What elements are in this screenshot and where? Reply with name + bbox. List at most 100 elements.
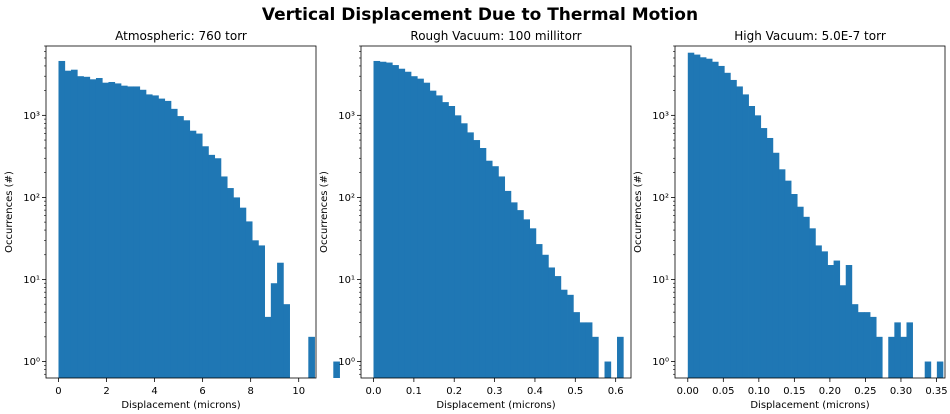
histogram-bar — [560, 289, 568, 378]
histogram-bar — [617, 336, 624, 378]
x-tick-label: 0.15 — [783, 386, 805, 397]
histogram-bar — [77, 76, 84, 378]
histogram-bar — [827, 265, 834, 378]
histogram-bar — [815, 245, 822, 378]
histogram-bar — [567, 294, 574, 378]
histogram-bar — [333, 361, 340, 378]
histogram-bar — [245, 221, 253, 378]
histogram-bar — [687, 52, 695, 378]
histogram-bar — [277, 262, 284, 378]
histogram-bar — [264, 316, 272, 378]
histogram-bar — [177, 116, 184, 378]
histogram-bar — [89, 79, 97, 379]
histogram-bar — [252, 240, 259, 378]
x-tick-label: 0.4 — [527, 386, 543, 397]
histogram-bar — [127, 86, 134, 378]
histogram-bar — [906, 322, 913, 378]
histogram-bar — [133, 86, 141, 378]
histogram-bar — [467, 132, 474, 378]
histogram-bar — [283, 304, 290, 378]
histogram-bar — [772, 152, 780, 378]
histogram-bar — [730, 79, 737, 378]
y-axis-label: Occurrences (#) — [319, 171, 330, 253]
x-tick-label: 0.35 — [925, 386, 947, 397]
histogram-bar — [523, 219, 530, 378]
histogram-bar — [448, 106, 456, 378]
histogram-bar — [70, 69, 78, 378]
histogram-bar — [202, 146, 209, 378]
histogram-bar — [460, 123, 468, 378]
histogram-bar — [152, 95, 159, 378]
histogram-bar — [797, 206, 804, 378]
x-tick-label: 0.25 — [854, 386, 876, 397]
y-tick-label: 10⁰ — [652, 357, 669, 368]
histogram-panel-2: 0.0 0.1 0.2 0.3 0.4 0.5 0.6 10⁰ 10¹ 10² 10³ Rough V… — [319, 29, 632, 411]
histogram-bar — [208, 154, 216, 378]
y-tick-label: 10³ — [338, 111, 355, 122]
histogram-bar — [803, 216, 810, 378]
y-axis-label: Occurrences (#) — [633, 171, 644, 253]
histogram-bar — [139, 89, 147, 379]
histogram-bar — [220, 176, 228, 378]
x-tick-label: 2 — [103, 386, 109, 397]
x-tick-label: 0.1 — [406, 386, 422, 397]
histogram-bar — [724, 72, 731, 379]
histogram-bar — [821, 251, 828, 378]
x-tick-label: 0.6 — [608, 386, 624, 397]
histogram-bar — [83, 76, 91, 379]
histogram-bar — [791, 194, 798, 378]
histogram-bar — [748, 106, 756, 378]
y-tick-label: 10¹ — [652, 275, 669, 286]
histogram-bar — [442, 102, 449, 379]
histogram-bar — [809, 228, 816, 378]
histogram-bar — [936, 361, 944, 378]
histogram-bar — [183, 120, 191, 378]
histogram-bar — [863, 312, 871, 378]
histogram-bar — [485, 160, 493, 378]
histogram-bar — [258, 245, 265, 378]
histogram-bar — [373, 60, 381, 379]
histogram-bar — [839, 285, 847, 378]
x-tick-label: 0.5 — [567, 386, 583, 397]
histogram-bar — [386, 62, 393, 379]
histogram-bar — [58, 60, 66, 379]
histogram-bar — [120, 85, 128, 379]
histogram-bar — [95, 78, 103, 379]
histogram-bar — [479, 148, 487, 378]
x-axis-label: Displacement (microns) — [121, 400, 240, 411]
histogram-bar — [379, 61, 387, 378]
x-tick-label: 10 — [292, 386, 305, 397]
y-tick-label: 10² — [652, 193, 669, 204]
y-tick-label: 10³ — [652, 111, 669, 122]
axes-frame — [674, 45, 946, 379]
histogram-bar — [308, 336, 315, 378]
histogram-bar — [833, 260, 841, 378]
x-tick-label: 0.30 — [890, 386, 912, 397]
x-tick-label: 0.05 — [712, 386, 734, 397]
axes-frame — [360, 45, 632, 379]
histogram-bar — [736, 86, 743, 378]
x-tick-label: 0.00 — [677, 386, 699, 397]
histogram-bar — [473, 140, 481, 378]
histogram-bar — [888, 336, 895, 378]
x-tick-label: 0 — [55, 386, 61, 397]
histogram-bar — [857, 312, 865, 378]
histogram-bar — [410, 76, 418, 378]
y-tick-label: 10² — [23, 193, 40, 204]
histogram-bar — [227, 188, 234, 378]
y-tick-label: 10¹ — [23, 275, 40, 286]
histogram-bar — [158, 98, 166, 378]
histogram-bar — [535, 244, 543, 378]
histogram-bar — [592, 336, 599, 378]
panel-title: Rough Vacuum: 100 millitorr — [410, 29, 581, 43]
histogram-bar — [492, 166, 499, 378]
x-tick-label: 4 — [151, 386, 157, 397]
histogram-bar — [423, 82, 431, 378]
x-tick-label: 8 — [247, 386, 253, 397]
x-tick-label: 0.20 — [819, 386, 841, 397]
x-axis-label: Displacement (microns) — [436, 400, 555, 411]
histogram-bar — [579, 322, 587, 378]
histogram-bar — [924, 361, 932, 378]
histogram-bar — [517, 210, 524, 378]
histogram-bar — [876, 336, 883, 378]
